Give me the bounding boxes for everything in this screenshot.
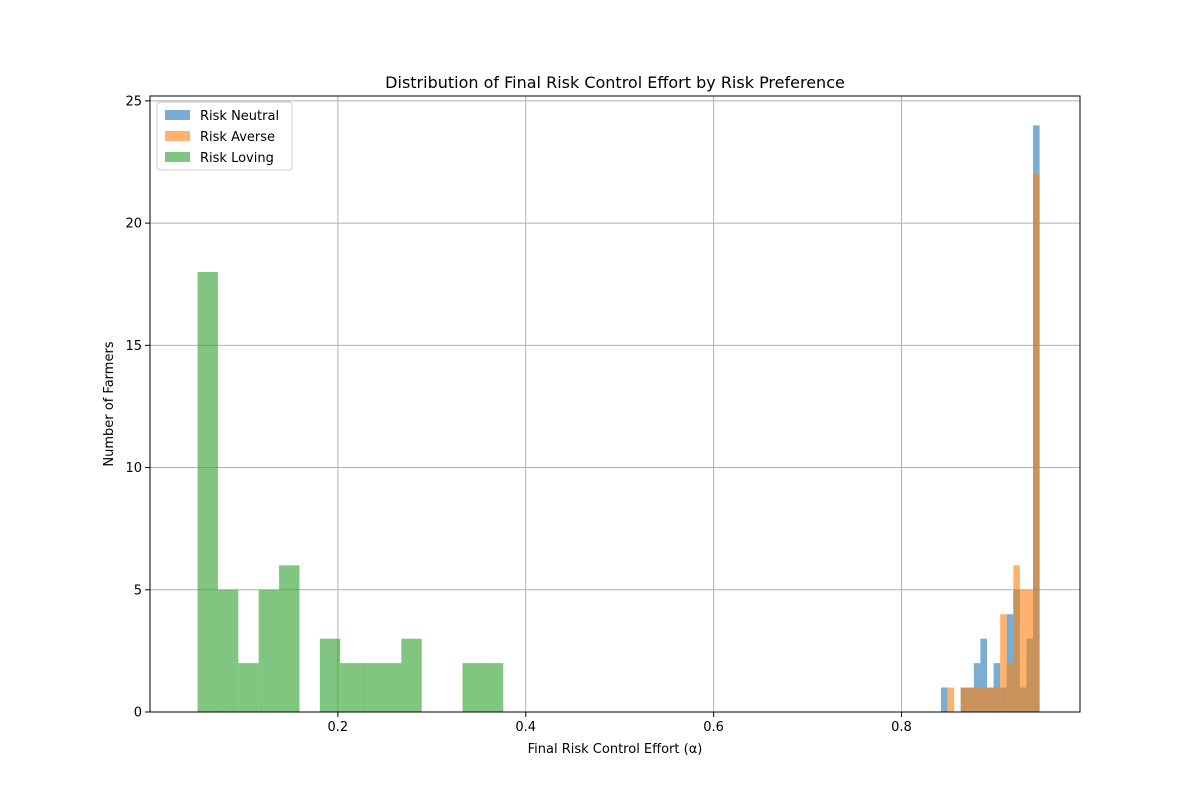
histogram-bar [1033, 174, 1040, 712]
y-tick-label: 25 [125, 94, 142, 109]
legend-label: Risk Neutral [200, 109, 279, 124]
y-tick-label: 15 [125, 339, 142, 354]
histogram-bar [980, 638, 987, 712]
legend-label: Risk Averse [200, 130, 275, 145]
y-tick-label: 20 [125, 217, 142, 232]
histogram-bar [993, 687, 1001, 712]
histogram-bar [973, 687, 981, 712]
x-axis-title: Final Risk Control Effort (α) [528, 742, 703, 757]
histogram-bar [1026, 589, 1034, 712]
x-tick-label: 0.8 [891, 720, 912, 735]
histogram-bar [279, 565, 300, 712]
x-tick-label: 0.4 [515, 720, 536, 735]
histogram-bar [960, 687, 968, 712]
histogram-bar [462, 663, 483, 712]
histogram-bar [1019, 589, 1027, 712]
histogram-bar [340, 663, 361, 712]
y-tick-label: 0 [134, 706, 142, 721]
histogram-bar [1006, 663, 1014, 712]
histogram-bar [482, 663, 504, 712]
histogram-bar [1013, 565, 1020, 712]
histogram-bar [360, 663, 381, 712]
x-axis-ticks: 0.2 0.4 0.6 0.8 [328, 712, 912, 735]
legend-swatch [165, 131, 190, 141]
histogram-bar [238, 663, 259, 712]
legend-swatch [165, 152, 190, 162]
histogram-bars [197, 125, 1040, 713]
legend-swatch [165, 110, 190, 120]
histogram-bar [197, 272, 218, 712]
histogram-bar [319, 638, 341, 712]
legend: Risk Neutral Risk Averse Risk Loving [156, 101, 293, 171]
histogram-bar [967, 687, 974, 712]
y-tick-label: 10 [125, 461, 142, 476]
chart-title: Distribution of Final Risk Control Effor… [385, 73, 845, 92]
x-tick-label: 0.2 [328, 720, 349, 735]
histogram-bar [258, 589, 280, 712]
y-axis-title: Number of Farmers [102, 341, 117, 466]
histogram-bar [987, 687, 994, 712]
histogram-bar [217, 589, 239, 712]
series-risk-averse [947, 174, 1040, 712]
legend-label: Risk Loving [200, 151, 274, 166]
histogram-bar [940, 687, 948, 712]
histogram-bar [380, 663, 402, 712]
plot-frame [149, 95, 1081, 713]
legend-box [156, 101, 293, 171]
histogram-bar [980, 687, 987, 712]
histogram-bar [401, 638, 422, 712]
series-risk-loving [197, 272, 504, 712]
histogram-bar [1000, 614, 1007, 712]
histogram-bar [947, 687, 955, 712]
y-tick-label: 5 [134, 583, 142, 598]
y-axis-ticks: 0 5 10 15 20 25 [125, 94, 150, 721]
x-tick-label: 0.6 [703, 720, 724, 735]
